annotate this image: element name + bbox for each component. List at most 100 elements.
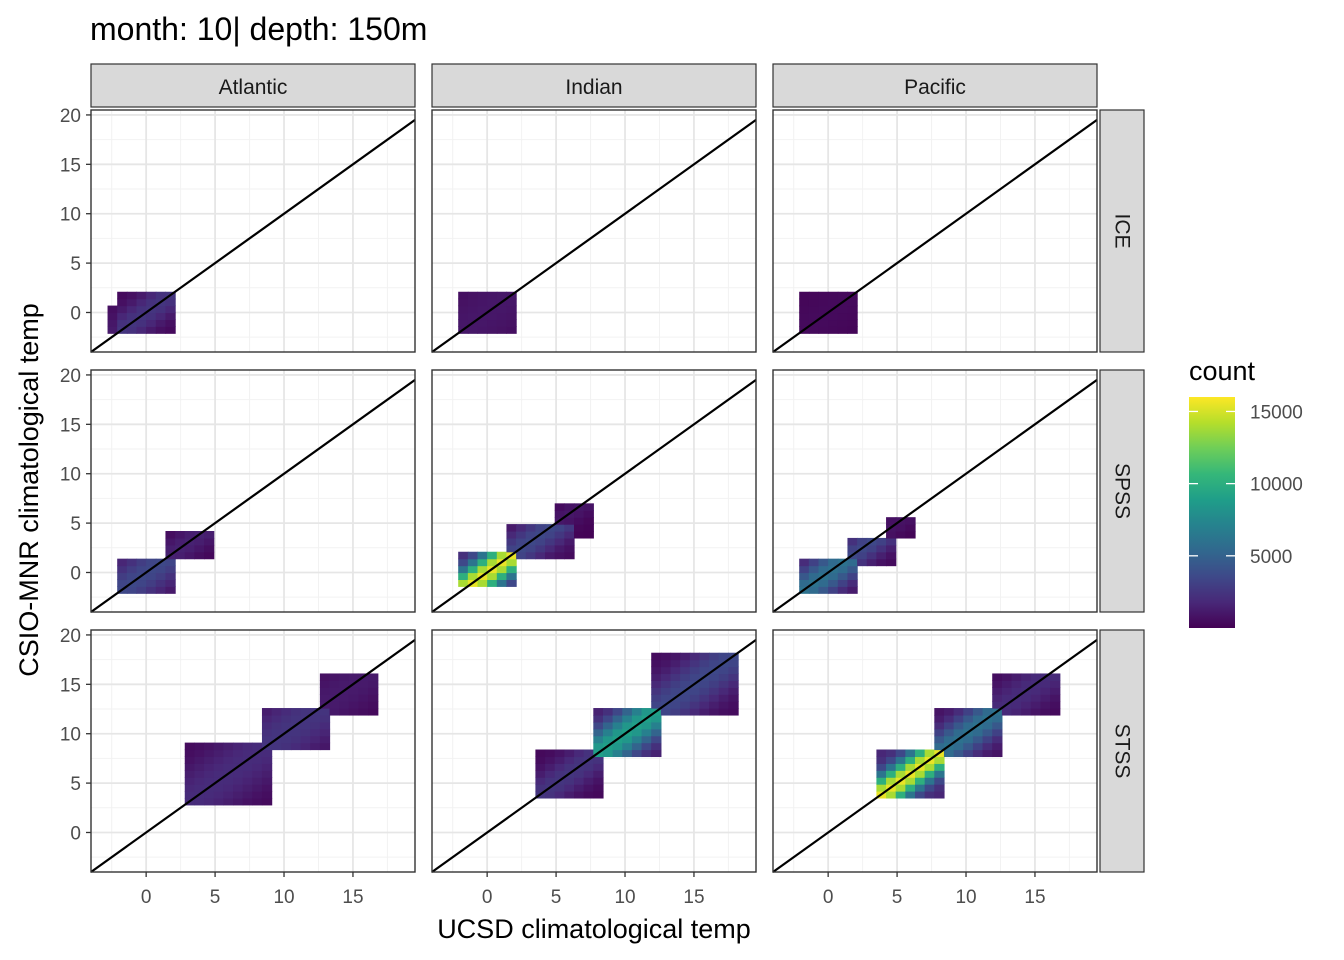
panel-border: [772, 369, 1098, 613]
heatmap-bin: [126, 291, 138, 300]
heatmap-bin: [583, 517, 594, 525]
heatmap-bin: [204, 777, 215, 785]
heatmap-bin: [963, 742, 974, 751]
heatmap-bin: [612, 708, 623, 716]
y-tick-label: 0: [70, 303, 81, 324]
heatmap-bin: [281, 708, 292, 716]
heatmap-bin: [165, 531, 176, 539]
heatmap-bin: [847, 312, 858, 321]
heatmap-bin: [204, 537, 215, 546]
heatmap-bin: [689, 673, 701, 681]
heatmap-bin: [368, 687, 379, 695]
heatmap-bin: [535, 777, 546, 785]
heatmap-bin: [905, 524, 916, 532]
heatmap-bin: [348, 687, 360, 695]
heatmap-bin: [808, 558, 820, 567]
heatmap-bin: [593, 708, 604, 716]
heatmap-bin: [728, 687, 739, 695]
heatmap-bin: [175, 551, 186, 560]
heatmap-bin: [329, 673, 340, 681]
heatmap-bin: [837, 326, 849, 334]
heatmap-bin: [117, 572, 128, 581]
heatmap-bin: [564, 531, 575, 539]
heatmap-bin: [728, 701, 739, 709]
heatmap-bin: [574, 770, 585, 778]
heatmap-bin: [992, 714, 1003, 723]
heatmap-bin: [992, 749, 1003, 758]
heatmap-bin: [107, 305, 118, 314]
heatmap-bin: [233, 742, 244, 751]
heatmap-bin: [905, 756, 916, 764]
heatmap-bin: [924, 784, 935, 792]
heatmap-bin: [847, 586, 858, 594]
heatmap-bin: [339, 701, 350, 709]
heatmap-bin: [155, 291, 167, 300]
heatmap-bin: [184, 749, 196, 758]
heatmap-bin: [271, 742, 282, 751]
heatmap-bin: [194, 777, 205, 785]
heatmap-bin: [155, 305, 167, 314]
heatmap-bin: [126, 326, 138, 334]
heatmap-bin: [953, 714, 964, 723]
heatmap-bin: [261, 708, 273, 716]
heatmap-bin: [477, 579, 488, 587]
heatmap-bin: [583, 531, 594, 539]
heatmap-bin: [213, 797, 224, 806]
reference-line: [772, 638, 1098, 873]
heatmap-bin: [535, 537, 546, 546]
heatmap-bin: [709, 673, 720, 681]
heatmap-bin: [564, 784, 575, 792]
heatmap-bin: [886, 558, 897, 567]
facet-panel: [772, 369, 1098, 613]
heatmap-bin: [339, 673, 350, 681]
heatmap-bin: [368, 680, 379, 688]
heatmap-bin: [136, 326, 147, 334]
heatmap-bin: [516, 537, 527, 546]
heatmap-bin: [194, 784, 205, 792]
heatmap-bin: [535, 763, 546, 771]
panel-border: [431, 109, 757, 353]
heatmap-bin: [223, 777, 234, 785]
heatmap-bin: [837, 586, 849, 594]
heatmap-bin: [924, 749, 935, 758]
heatmap-bin: [641, 735, 652, 744]
legend-tick-label: 15000: [1250, 402, 1303, 423]
heatmap-bin: [458, 305, 469, 314]
heatmap-bin: [972, 708, 984, 716]
heatmap-bin: [487, 312, 498, 321]
heatmap-bin: [136, 586, 147, 594]
heatmap-bin: [233, 756, 244, 764]
heatmap-bin: [467, 551, 479, 560]
heatmap-bin: [660, 687, 672, 695]
heatmap-bin: [319, 714, 331, 723]
heatmap-bin: [574, 517, 585, 525]
heatmap-bin: [886, 763, 897, 771]
heatmap-bin: [915, 770, 926, 778]
heatmap-bin: [545, 791, 556, 799]
heatmap-bin: [165, 326, 176, 334]
heatmap-bin: [612, 742, 623, 751]
heatmap-bin: [223, 742, 234, 751]
heatmap-bin: [915, 756, 926, 764]
heatmap-bin: [660, 659, 672, 668]
heatmap-bin: [554, 544, 565, 553]
heatmap-bin: [564, 763, 575, 771]
heatmap-bin: [593, 791, 604, 799]
heatmap-bin: [651, 652, 662, 661]
heatmap-bin: [934, 721, 945, 730]
heatmap-bin: [554, 749, 565, 758]
heatmap-bin: [117, 558, 128, 567]
heatmap-bin: [992, 680, 1003, 688]
heatmap-bin: [992, 728, 1003, 737]
heatmap-bin: [487, 551, 498, 560]
heatmap-bin: [213, 749, 224, 758]
facet-panel: 0 5 10 15 20: [60, 366, 416, 613]
heatmap-bin: [886, 756, 897, 764]
heatmap-bin: [837, 305, 849, 314]
heatmap-bin: [126, 572, 138, 581]
heatmap-bin: [886, 544, 897, 553]
heatmap-bin: [506, 537, 517, 546]
heatmap-bin: [953, 721, 964, 730]
heatmap-bin: [915, 749, 926, 758]
heatmap-bin: [564, 517, 575, 525]
